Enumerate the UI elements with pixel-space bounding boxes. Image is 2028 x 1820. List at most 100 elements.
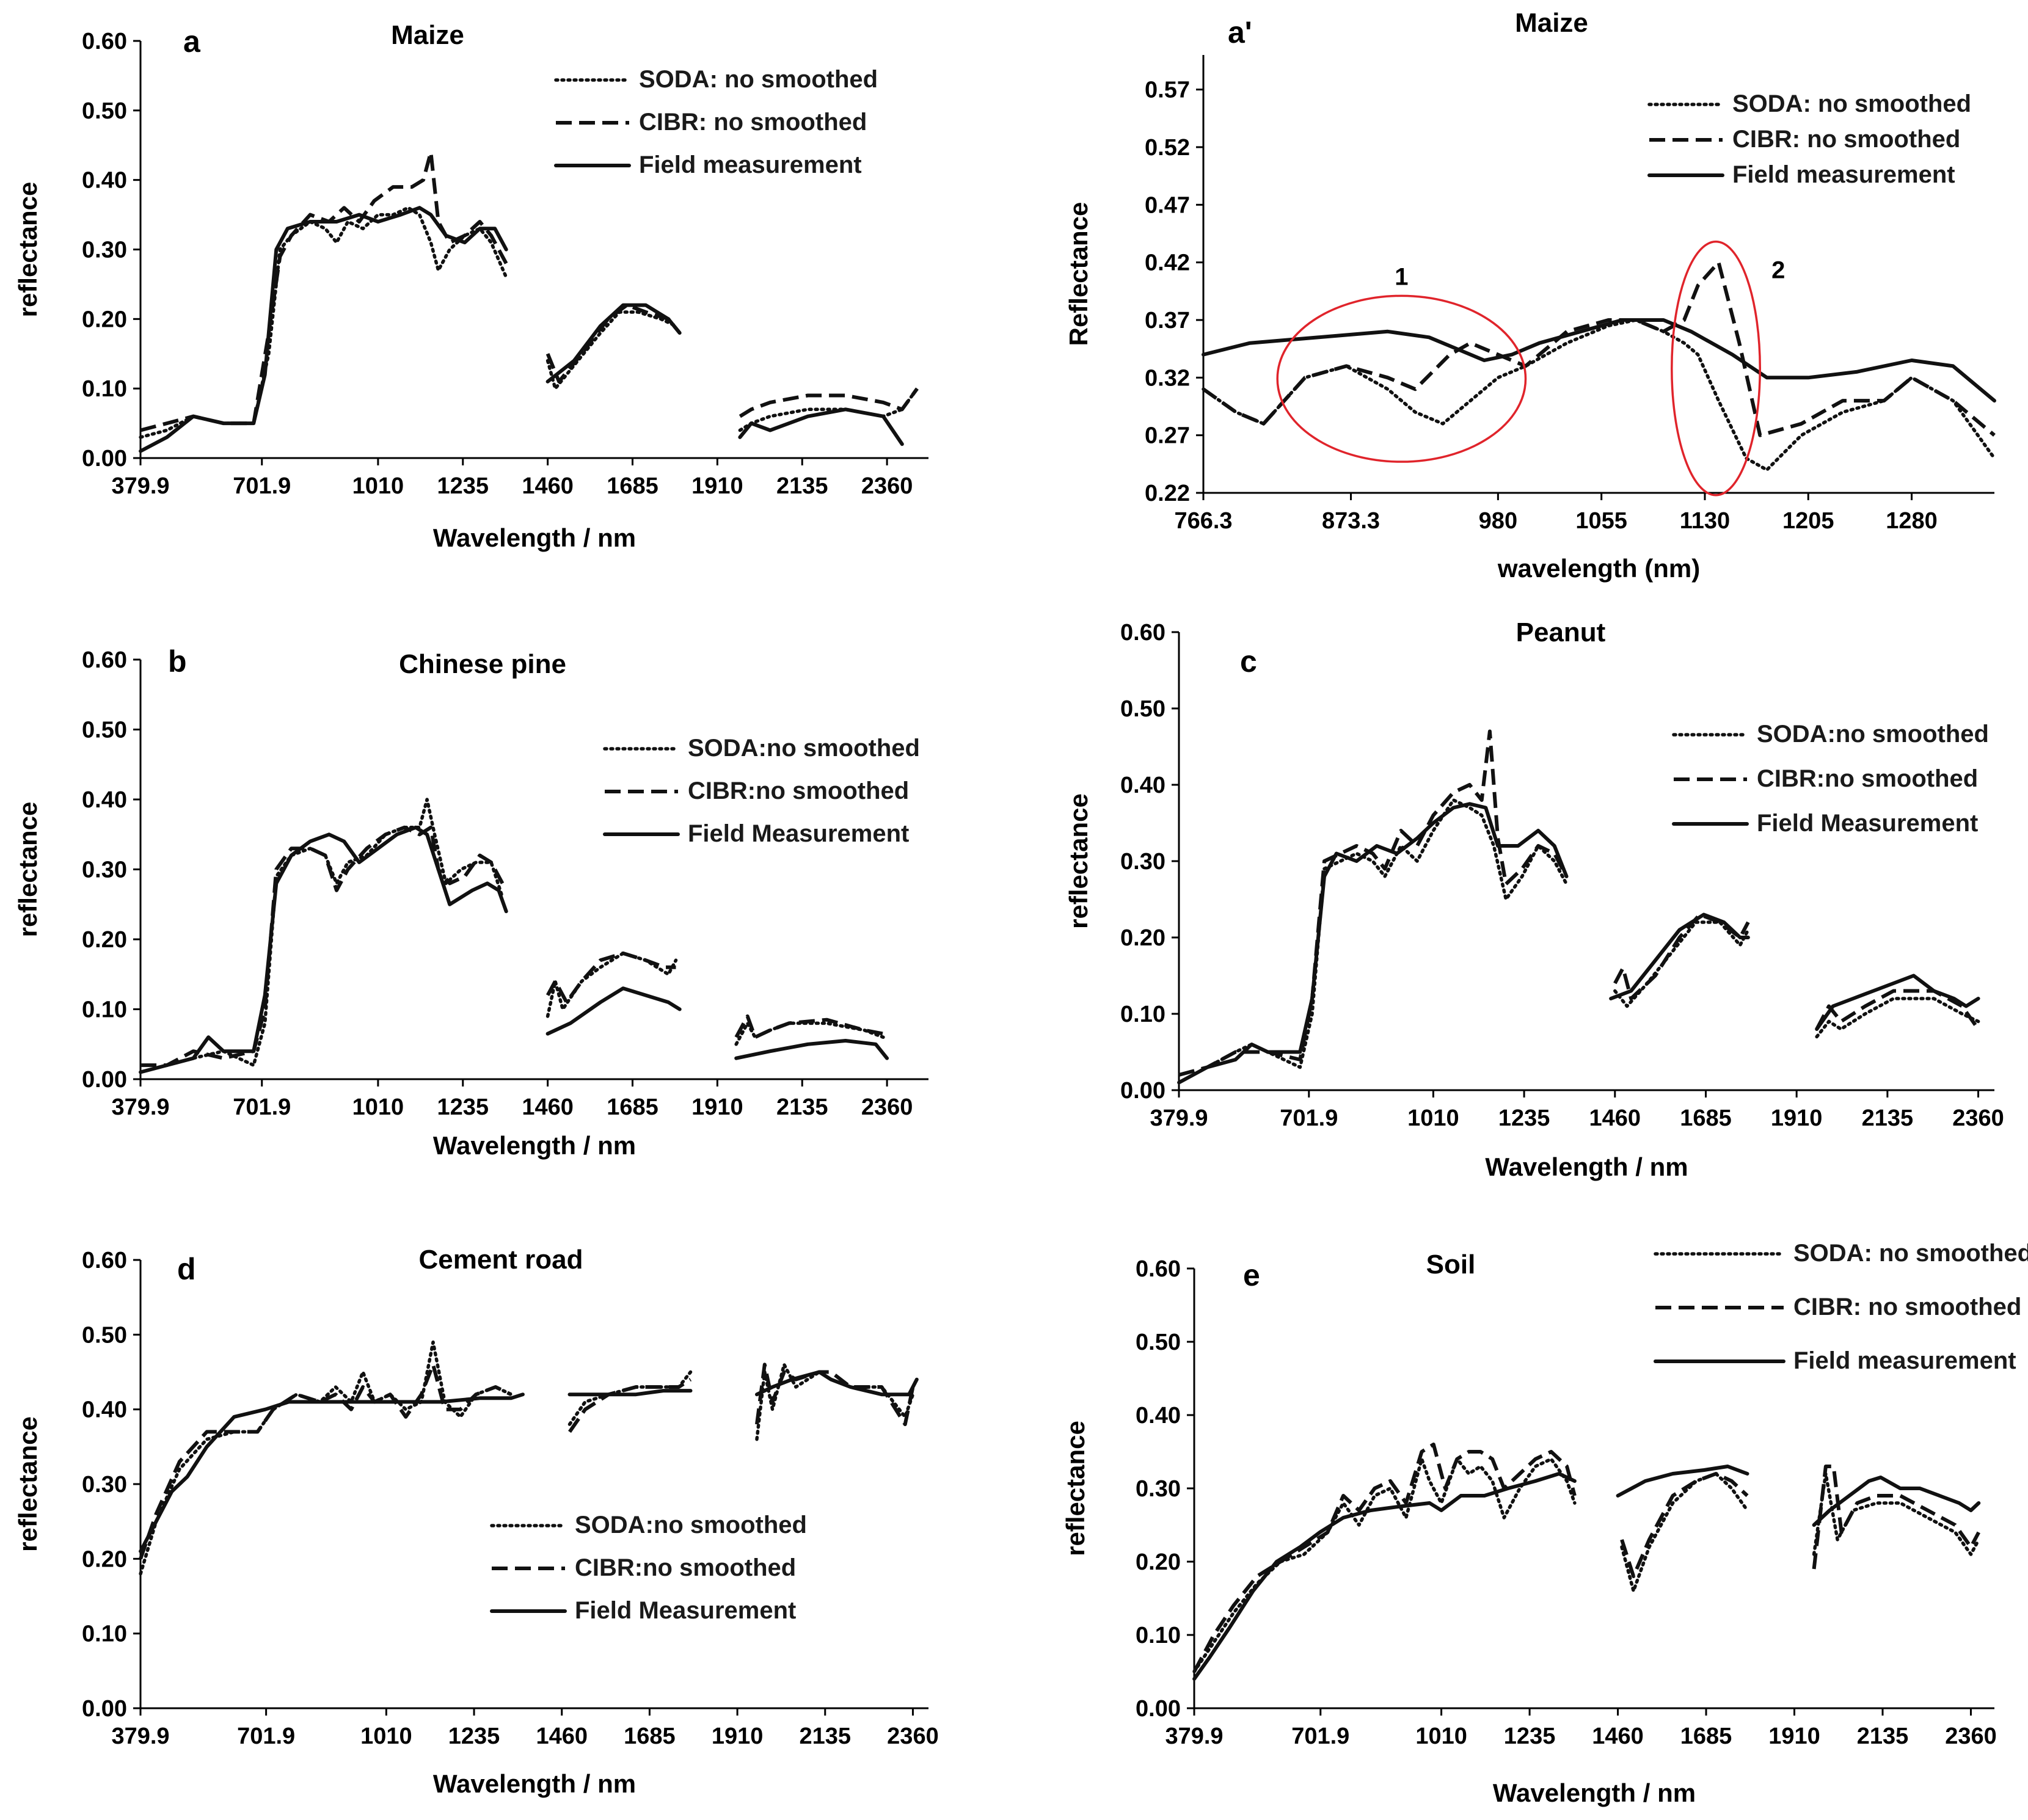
- series-line-segment: [139, 1363, 512, 1560]
- series-field-measurement: [1202, 318, 1996, 403]
- x-tick-label: 1910: [1771, 1105, 1823, 1131]
- x-tick-label: 1235: [437, 1094, 489, 1120]
- x-tick-label: 379.9: [1150, 1105, 1208, 1131]
- y-tick-label: 0.00: [1120, 1078, 1165, 1104]
- x-tick-label: 1910: [712, 1724, 764, 1749]
- series-line-segment: [140, 150, 508, 432]
- series-line-segment: [567, 1370, 693, 1426]
- y-tick-label: 0.00: [1136, 1696, 1181, 1722]
- x-tick-label: 1130: [1680, 508, 1730, 534]
- x-tick-label: 1685: [607, 1094, 658, 1120]
- x-tick-label: 2135: [776, 473, 828, 499]
- series-line-segment: [1192, 1443, 1577, 1673]
- legend-label: Field measurement: [639, 151, 862, 178]
- series-line-segment: [1812, 1476, 1981, 1527]
- series-line-segment: [1620, 1472, 1749, 1593]
- series-field-measurement: [1192, 1465, 1981, 1681]
- y-tick-label: 0.30: [82, 857, 127, 883]
- x-tick-label: 1010: [1415, 1724, 1467, 1749]
- series-line-segment: [738, 407, 904, 446]
- panel-letter: b: [168, 644, 187, 679]
- x-tick-label: 766.3: [1174, 508, 1232, 534]
- panel-letter: a': [1228, 15, 1252, 49]
- x-tick-label: 379.9: [111, 1724, 169, 1749]
- x-axis-title: wavelength (nm): [1497, 554, 1700, 583]
- x-tick-label: 1010: [352, 473, 404, 499]
- x-tick-label: 1685: [1680, 1724, 1732, 1749]
- chart-panel-e: 0.00 0.10 0.20 0.30 0.40 0.50 0.60 379.9 701.9 10…: [1061, 1240, 2028, 1807]
- x-tick-label: 2360: [887, 1724, 939, 1749]
- series-line-segment: [1620, 1472, 1749, 1578]
- y-tick-label: 0.22: [1145, 481, 1190, 506]
- chart-panel-c: 0.00 0.10 0.20 0.30 0.40 0.50 0.60 379.9 701.9 10…: [1064, 617, 2004, 1181]
- x-tick-label: 1910: [691, 1094, 743, 1120]
- x-tick-label: 1910: [691, 473, 743, 499]
- legend: SODA:no smoothed CIBR:no smoothed Field Me…: [490, 1512, 807, 1624]
- chart-panel-a: 0.00 0.10 0.20 0.30 0.40 0.50 0.60 379.9 701.9 10…: [13, 20, 928, 552]
- series-line-segment: [139, 206, 508, 453]
- series-line-segment: [1192, 1472, 1577, 1681]
- x-tick-label: 379.9: [111, 1094, 169, 1120]
- y-tick-label: 0.20: [1120, 925, 1165, 951]
- y-tick-label: 0.47: [1145, 192, 1190, 218]
- highlight-ellipse: [1276, 294, 1527, 463]
- x-tick-label: 2135: [1857, 1724, 1909, 1749]
- y-tick-label: 0.40: [1136, 1403, 1181, 1429]
- y-tick-label: 0.37: [1145, 308, 1190, 333]
- chart-title: Maize: [391, 20, 464, 50]
- y-tick-label: 0.52: [1145, 135, 1190, 161]
- y-tick-label: 0.10: [82, 997, 127, 1023]
- x-tick-label: 1235: [448, 1724, 500, 1749]
- series-line-segment: [1812, 1465, 1980, 1570]
- highlight-ellipse: [1671, 240, 1762, 497]
- annotation-label: 1: [1395, 263, 1408, 290]
- series-line-segment: [545, 986, 682, 1036]
- x-tick-label: 980: [1479, 508, 1517, 534]
- y-tick-label: 0.60: [82, 647, 127, 673]
- y-tick-label: 0.00: [82, 1696, 127, 1722]
- x-axis-title: Wavelength / nm: [433, 1131, 636, 1160]
- series-line-segment: [139, 1340, 513, 1576]
- legend-label: SODA:no smoothed: [1757, 721, 1989, 748]
- x-tick-label: 2135: [800, 1724, 852, 1749]
- y-tick-label: 0.50: [1120, 696, 1165, 722]
- annotation-label: 2: [1771, 257, 1785, 284]
- series-line-segment: [738, 387, 919, 432]
- x-tick-label: 1235: [1504, 1724, 1556, 1749]
- legend-label: CIBR:no smoothed: [575, 1554, 796, 1581]
- y-tick-label: 0.50: [1136, 1330, 1181, 1355]
- panel-letter: e: [1243, 1258, 1260, 1292]
- x-tick-label: 1460: [1592, 1724, 1644, 1749]
- y-axis-title: reflectance: [1064, 793, 1093, 929]
- x-tick-label: 1685: [624, 1724, 676, 1749]
- y-axis-title: reflectance: [13, 802, 42, 937]
- legend: SODA: no smoothed CIBR: no smoothed Field …: [1647, 90, 1971, 188]
- y-axis-title: reflectance: [13, 1416, 42, 1552]
- series-line-segment: [567, 1389, 693, 1397]
- x-tick-label: 1685: [607, 473, 658, 499]
- series-line-segment: [139, 206, 508, 439]
- panel-letter: c: [1240, 644, 1257, 679]
- y-tick-label: 0.00: [82, 446, 127, 471]
- chart-panel-a2: 0.22 0.27 0.32 0.37 0.42 0.47 0.52 0.57 766.3 873…: [1064, 8, 1996, 583]
- x-axis-title: Wavelength / nm: [1485, 1152, 1688, 1181]
- series-line-segment: [1815, 997, 1980, 1039]
- y-tick-label: 0.30: [82, 1472, 127, 1498]
- x-tick-label: 1910: [1768, 1724, 1820, 1749]
- x-tick-label: 2360: [861, 473, 913, 499]
- y-tick-label: 0.20: [82, 1546, 127, 1572]
- y-tick-label: 0.10: [1136, 1623, 1181, 1648]
- series-line-segment: [568, 1378, 692, 1433]
- series-line-segment: [1202, 318, 1996, 403]
- series-cibr-no-smoothed: [140, 825, 884, 1068]
- legend-label: Field measurement: [1793, 1347, 2016, 1374]
- x-axis-title: Wavelength / nm: [433, 1769, 636, 1798]
- series-line-segment: [140, 825, 505, 1068]
- y-tick-label: 0.40: [82, 787, 127, 813]
- x-tick-label: 1010: [352, 1094, 404, 1120]
- y-tick-label: 0.50: [82, 718, 127, 743]
- series-line-segment: [1178, 729, 1569, 1077]
- y-tick-label: 0.27: [1145, 423, 1190, 449]
- legend: SODA:no smoothed CIBR:no smoothed Field Me…: [603, 735, 920, 847]
- x-tick-label: 1460: [536, 1724, 588, 1749]
